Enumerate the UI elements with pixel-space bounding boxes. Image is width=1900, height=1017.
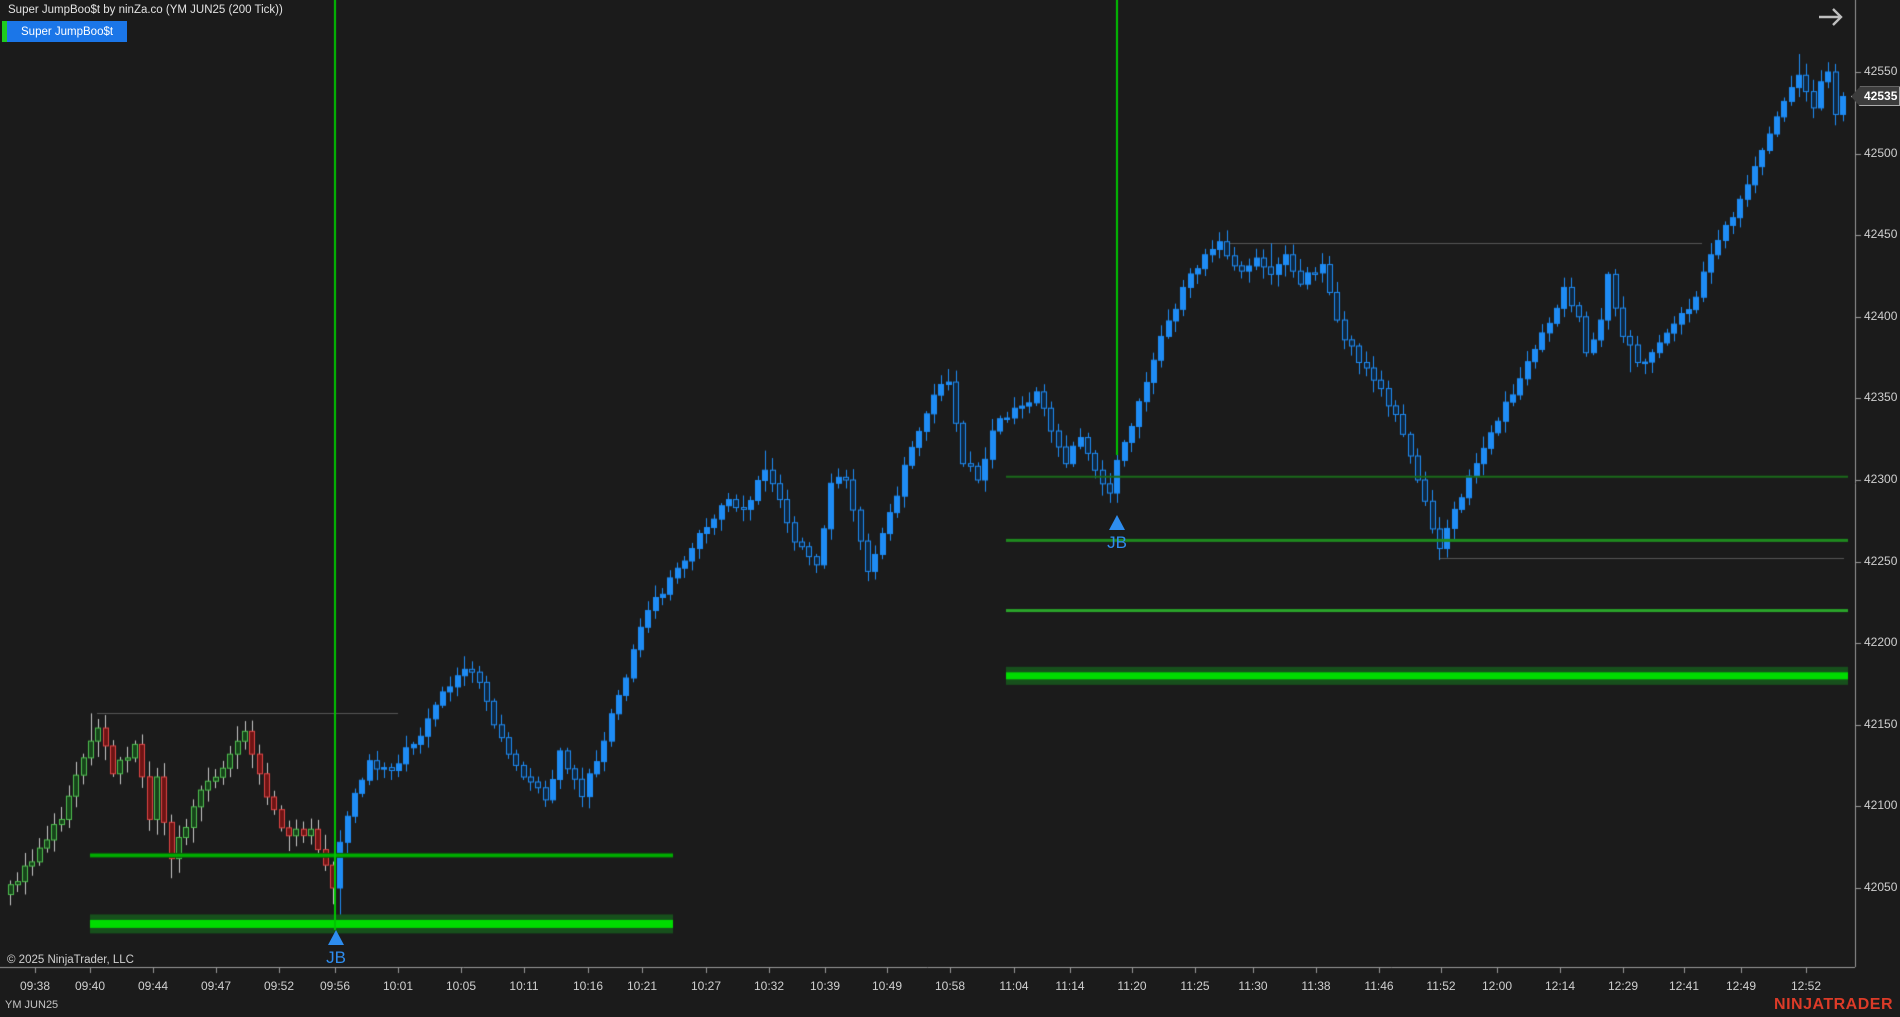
price-axis-label: 42450 bbox=[1864, 227, 1898, 242]
time-axis-label: 12:49 bbox=[1725, 979, 1757, 993]
price-axis-label: 42500 bbox=[1864, 145, 1898, 160]
time-axis-label: 11:04 bbox=[999, 979, 1029, 993]
time-axis-label: 10:21 bbox=[626, 979, 658, 993]
time-axis-label: 10:05 bbox=[445, 979, 477, 993]
jb-signal-triangle-icon bbox=[1109, 515, 1125, 530]
indicator-button-row: Super JumpBoo$t bbox=[2, 21, 128, 42]
chart-title: Super JumpBoo$t by ninZa.co (YM JUN25 (2… bbox=[8, 4, 283, 16]
price-axis-label: 42350 bbox=[1864, 390, 1898, 405]
time-axis-label: 11:14 bbox=[1055, 979, 1085, 993]
time-axis-label: 10:32 bbox=[753, 979, 785, 993]
jb-signal-label: JB bbox=[1107, 533, 1127, 552]
time-axis-label: 10:39 bbox=[809, 979, 841, 993]
time-axis[interactable]: 09:38 09:40 09:44 09:47 09:52 09:56 10:01 10:05… bbox=[0, 972, 1856, 996]
time-axis-label: 09:56 bbox=[319, 979, 351, 993]
time-axis-label: 10:49 bbox=[871, 979, 903, 993]
time-axis-label: 12:29 bbox=[1607, 979, 1639, 993]
price-axis-label: 42250 bbox=[1864, 553, 1898, 568]
price-axis-label: 42150 bbox=[1864, 716, 1898, 731]
time-axis-label: 09:40 bbox=[74, 979, 106, 993]
price-axis-label: 42100 bbox=[1864, 798, 1898, 813]
indicator-color-strip bbox=[2, 21, 7, 42]
price-axis-label: 42550 bbox=[1864, 64, 1898, 78]
time-axis-label: 11:20 bbox=[1117, 979, 1147, 993]
time-axis-label: 10:01 bbox=[382, 979, 414, 993]
time-axis-label: 09:44 bbox=[137, 979, 169, 993]
time-axis-label: 09:38 bbox=[19, 979, 51, 993]
jb-signal-triangle-icon bbox=[328, 930, 344, 945]
time-axis-label: 10:11 bbox=[509, 979, 539, 993]
time-axis-label: 10:16 bbox=[572, 979, 604, 993]
time-axis-label: 11:30 bbox=[1238, 979, 1268, 993]
time-axis-label: 11:52 bbox=[1426, 979, 1456, 993]
ninjatrader-logo: NINJATRADER bbox=[1774, 996, 1893, 1013]
time-axis-label: 10:27 bbox=[690, 979, 722, 993]
time-axis-label: 11:25 bbox=[1180, 979, 1210, 993]
price-axis[interactable]: 42550 42500 42450 42400 42350 42300 42250 42200… bbox=[1856, 0, 1900, 967]
jb-signal-label: JB bbox=[326, 948, 346, 967]
time-axis-label: 12:41 bbox=[1668, 979, 1700, 993]
time-axis-label: 09:47 bbox=[200, 979, 232, 993]
price-axis-label: 42400 bbox=[1864, 308, 1898, 323]
time-axis-label: 11:38 bbox=[1301, 979, 1331, 993]
time-axis-label: 11:46 bbox=[1364, 979, 1394, 993]
pan-right-arrow-icon[interactable] bbox=[1816, 4, 1846, 30]
time-axis-label: 09:52 bbox=[263, 979, 295, 993]
time-axis-label: 12:52 bbox=[1790, 979, 1822, 993]
price-axis-label: 42300 bbox=[1864, 472, 1898, 486]
series-tab[interactable]: YM JUN25 bbox=[5, 999, 59, 1011]
current-price-badge: 42535 bbox=[1851, 86, 1900, 107]
time-axis-label: 10:58 bbox=[934, 979, 966, 993]
price-axis-label: 42200 bbox=[1864, 635, 1898, 650]
current-price-value: 42535 bbox=[1864, 89, 1898, 104]
time-axis-label: 12:14 bbox=[1544, 979, 1576, 993]
copyright-text: © 2025 NinjaTrader, LLC bbox=[7, 954, 134, 966]
time-axis-label: 12:00 bbox=[1481, 979, 1513, 993]
price-axis-label: 42050 bbox=[1864, 880, 1898, 894]
indicator-button[interactable]: Super JumpBoo$t bbox=[7, 21, 128, 42]
